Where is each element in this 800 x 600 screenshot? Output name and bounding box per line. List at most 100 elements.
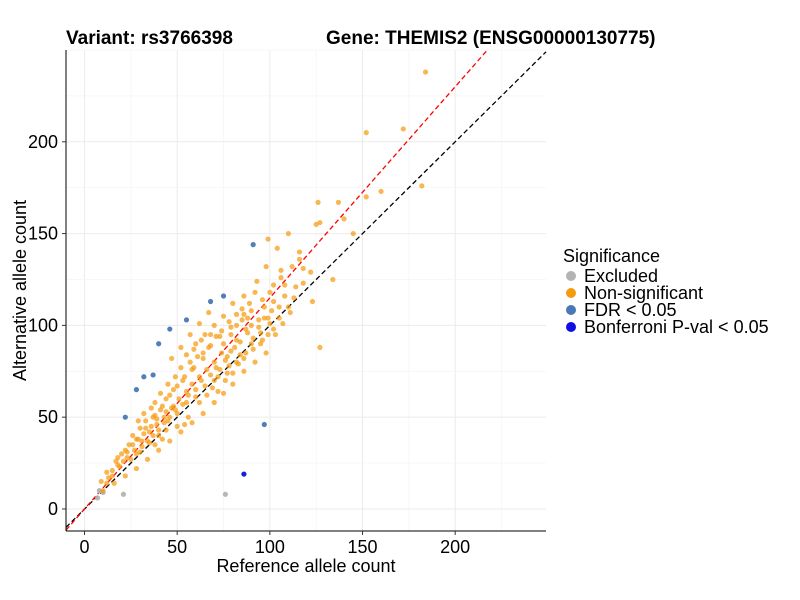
x-axis-title: Reference allele count bbox=[216, 556, 395, 576]
point-non-significant bbox=[315, 199, 321, 205]
point-non-significant bbox=[135, 418, 141, 424]
point-non-significant bbox=[156, 447, 162, 453]
point-non-significant bbox=[276, 315, 282, 321]
point-non-significant bbox=[100, 488, 106, 494]
point-non-significant bbox=[126, 442, 132, 448]
point-non-significant bbox=[133, 465, 140, 472]
point-non-significant bbox=[254, 278, 260, 284]
point-non-significant bbox=[157, 390, 164, 396]
point-non-significant bbox=[239, 306, 245, 312]
point-fdr-0-05 bbox=[141, 374, 147, 380]
point-non-significant bbox=[120, 458, 127, 464]
point-non-significant bbox=[202, 383, 208, 389]
point-fdr-0-05 bbox=[167, 326, 173, 332]
point-non-significant bbox=[157, 407, 164, 413]
point-non-significant bbox=[161, 414, 167, 420]
point-non-significant bbox=[154, 416, 160, 422]
point-non-significant bbox=[241, 355, 247, 362]
point-non-significant bbox=[335, 199, 342, 205]
point-non-significant bbox=[287, 309, 293, 316]
point-non-significant bbox=[206, 309, 212, 316]
point-non-significant bbox=[172, 374, 178, 380]
point-non-significant bbox=[219, 350, 225, 356]
point-non-significant bbox=[98, 478, 104, 485]
point-non-significant bbox=[104, 480, 110, 486]
point-non-significant bbox=[200, 355, 206, 362]
point-non-significant bbox=[182, 421, 188, 428]
axes bbox=[65, 50, 546, 532]
point-non-significant bbox=[169, 355, 175, 362]
legend-item-excluded: Excluded bbox=[566, 266, 658, 286]
point-non-significant bbox=[111, 480, 117, 486]
point-non-significant bbox=[263, 350, 269, 356]
point-non-significant bbox=[296, 256, 303, 262]
point-non-significant bbox=[241, 293, 247, 299]
point-non-significant bbox=[263, 264, 269, 270]
chart-title-gene: Gene: THEMIS2 (ENSG00000130775) bbox=[326, 28, 656, 49]
point-fdr-0-05 bbox=[261, 421, 267, 428]
point-non-significant bbox=[256, 324, 262, 330]
point-excluded bbox=[94, 495, 101, 501]
point-non-significant bbox=[215, 388, 221, 395]
point-non-significant bbox=[282, 293, 288, 299]
point-non-significant bbox=[148, 405, 154, 411]
reference-lines bbox=[65, 49, 547, 531]
point-non-significant bbox=[163, 427, 169, 433]
point-non-significant bbox=[104, 469, 110, 475]
point-non-significant bbox=[261, 304, 267, 310]
point-non-significant bbox=[133, 451, 140, 457]
point-excluded bbox=[222, 491, 228, 497]
x-tick-label: 200 bbox=[440, 537, 470, 557]
point-non-significant bbox=[232, 344, 238, 351]
point-non-significant bbox=[350, 230, 356, 237]
point-non-significant bbox=[239, 317, 245, 323]
point-non-significant bbox=[124, 449, 130, 455]
point-fdr-0-05 bbox=[250, 242, 256, 248]
point-non-significant bbox=[137, 425, 143, 431]
y-axis-title: Alternative allele count bbox=[10, 200, 30, 381]
point-non-significant bbox=[230, 300, 236, 306]
point-excluded bbox=[120, 491, 127, 497]
point-non-significant bbox=[270, 282, 277, 288]
point-non-significant bbox=[161, 420, 167, 426]
point-non-significant bbox=[222, 357, 228, 363]
point-non-significant bbox=[219, 328, 225, 334]
point-non-significant bbox=[118, 451, 125, 457]
point-non-significant bbox=[248, 308, 254, 314]
point-non-significant bbox=[135, 436, 141, 442]
legend: Significance Excluded Non-significant FD… bbox=[563, 246, 769, 337]
point-non-significant bbox=[178, 365, 184, 371]
point-non-significant bbox=[228, 324, 234, 330]
point-non-significant bbox=[269, 308, 275, 314]
point-non-significant bbox=[122, 473, 128, 479]
point-non-significant bbox=[141, 431, 147, 437]
point-non-significant bbox=[308, 269, 314, 275]
point-non-significant bbox=[189, 420, 195, 426]
point-non-significant bbox=[257, 330, 264, 336]
y-tick-label: 150 bbox=[28, 224, 58, 244]
point-non-significant bbox=[207, 372, 214, 378]
point-non-significant bbox=[211, 399, 217, 406]
point-non-significant bbox=[180, 401, 186, 407]
point-non-significant bbox=[185, 414, 191, 420]
point-non-significant bbox=[196, 320, 203, 327]
point-non-significant bbox=[248, 341, 254, 347]
point-non-significant bbox=[267, 289, 273, 295]
point-non-significant bbox=[163, 409, 169, 415]
point-non-significant bbox=[152, 399, 158, 406]
chart-title-variant: Variant: rs3766398 bbox=[66, 28, 233, 49]
point-non-significant bbox=[220, 341, 227, 347]
point-non-significant bbox=[422, 69, 429, 75]
point-non-significant bbox=[217, 333, 223, 339]
point-non-significant bbox=[272, 331, 279, 338]
point-non-significant bbox=[278, 275, 284, 281]
point-non-significant bbox=[180, 377, 186, 384]
point-non-significant bbox=[148, 423, 154, 429]
point-non-significant bbox=[207, 331, 214, 338]
point-non-significant bbox=[220, 313, 227, 319]
point-non-significant bbox=[185, 392, 191, 398]
point-non-significant bbox=[200, 410, 206, 417]
point-non-significant bbox=[143, 425, 149, 431]
x-tick-label: 100 bbox=[255, 537, 285, 557]
point-non-significant bbox=[183, 352, 190, 358]
